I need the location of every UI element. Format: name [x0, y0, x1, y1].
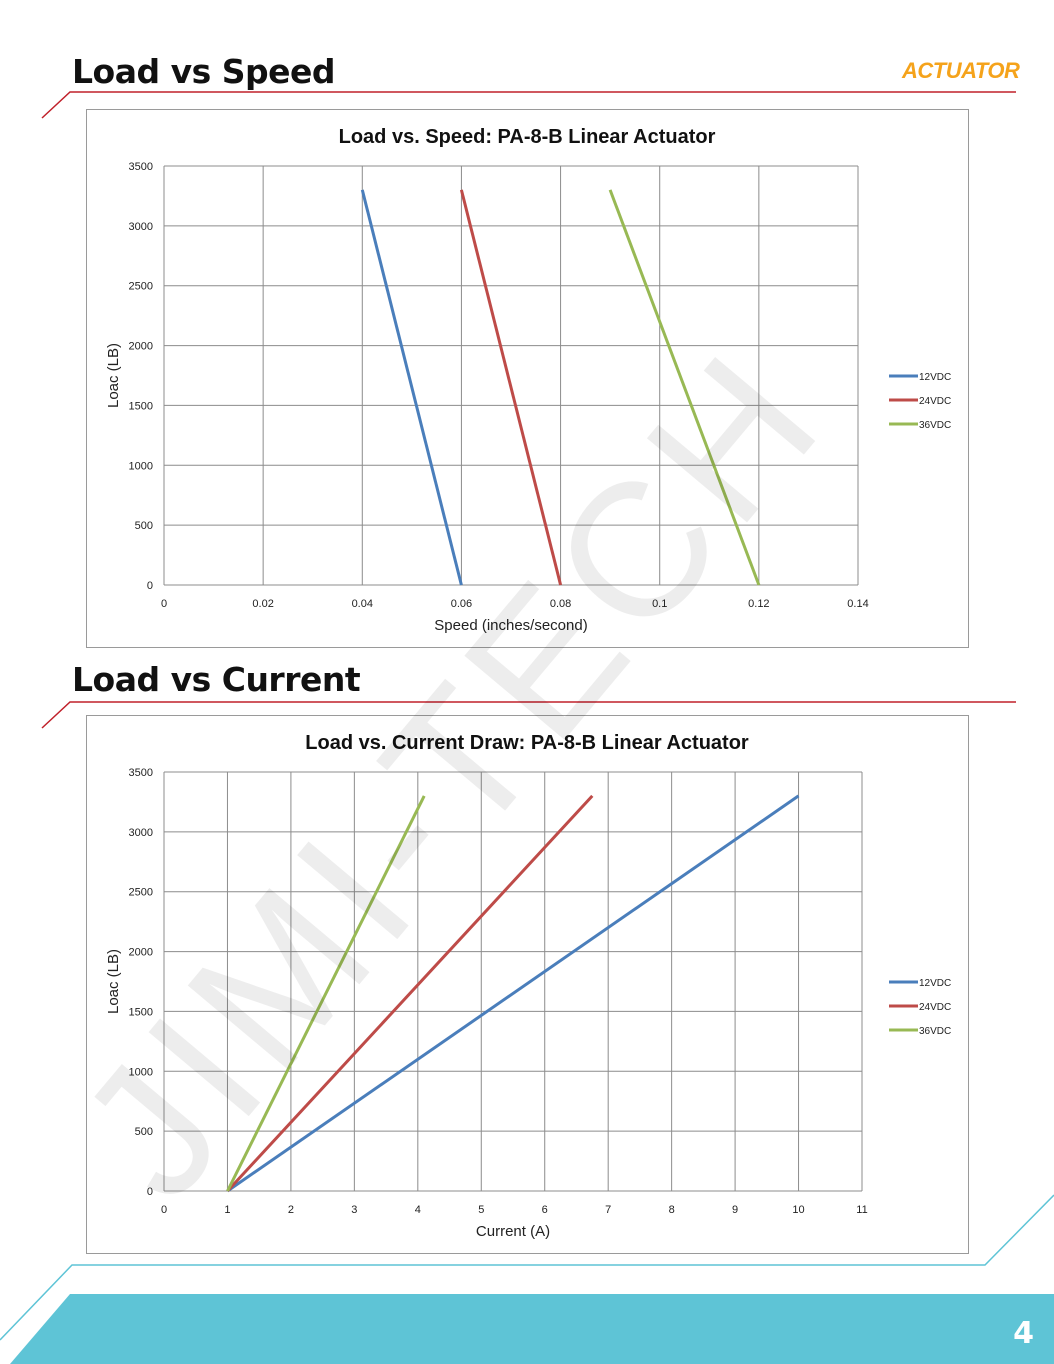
series-line-12VDC [360, 189, 463, 586]
y-tick-label: 1500 [129, 1006, 153, 1018]
chart-speed: 0 0.02 0.04 0.06 0.08 0.1 0.12 0.14 0 500 1000 1500… [105, 126, 951, 634]
legend-label: 24VDC [919, 1002, 951, 1013]
x-tick-label: 0.12 [748, 598, 769, 610]
series-line-24VDC [226, 794, 594, 1193]
y-tick-label: 2000 [129, 341, 153, 353]
series-line-24VDC [459, 189, 563, 586]
x-tick-label: 11 [856, 1204, 867, 1216]
y-tick-label: 0 [147, 580, 153, 592]
y-tick-label: 3500 [129, 767, 153, 779]
x-tick-label: 0.08 [550, 598, 571, 610]
legend-label: 24VDC [919, 396, 951, 407]
x-tick-label: 10 [792, 1204, 804, 1216]
y-tick-label: 500 [135, 520, 153, 532]
series-line-36VDC [226, 795, 426, 1192]
x-tick-label: 4 [415, 1204, 421, 1216]
x-tick-label: 1 [224, 1204, 230, 1216]
footer-fill [10, 1294, 1054, 1364]
x-tick-label: 0 [161, 1204, 167, 1216]
brand-logo: ACTUATOR [902, 58, 1020, 83]
top-rule [41, 91, 1016, 119]
legend-label: 12VDC [919, 372, 951, 383]
y-tick-label: 1000 [129, 1066, 153, 1078]
series-line-36VDC [608, 189, 761, 586]
y-tick-label: 2500 [129, 281, 153, 293]
x-tick-label: 7 [605, 1204, 611, 1216]
y-tick-label: 3000 [129, 221, 153, 233]
y-axis-label: Loac (LB) [105, 343, 122, 408]
x-tick-label: 3 [351, 1204, 357, 1216]
y-tick-label: 2500 [129, 887, 153, 899]
chart-current: 0 1 2 3 4 5 6 7 8 9 10 11 0 500 1000 1500 2000 2500 3000 35… [105, 732, 951, 1240]
x-tick-label: 2 [288, 1204, 294, 1216]
y-axis-label: Loac (LB) [105, 949, 122, 1014]
x-axis-label: Current (A) [476, 1223, 550, 1240]
chart-title: Load vs. Current Draw: PA-8-B Linear Act… [305, 732, 749, 754]
footer-line [0, 1194, 1054, 1341]
legend-label: 36VDC [919, 1026, 951, 1037]
series-line-12VDC [226, 794, 800, 1193]
y-tick-label: 0 [147, 1186, 153, 1198]
chart-frame-speed: 0 0.02 0.04 0.06 0.08 0.1 0.12 0.14 0 500 1000 1500… [86, 109, 969, 648]
x-tick-label: 0.14 [847, 598, 868, 610]
page-number: 4 [1013, 1316, 1034, 1351]
y-tick-label: 3000 [129, 827, 153, 839]
x-axis-label: Speed (inches/second) [434, 617, 587, 634]
section-title-current: Load vs Current [72, 660, 361, 699]
y-tick-label: 2000 [129, 947, 153, 959]
x-tick-label: 5 [478, 1204, 484, 1216]
section-title-speed: Load vs Speed [72, 52, 336, 91]
y-tick-label: 3500 [129, 161, 153, 173]
y-tick-label: 500 [135, 1126, 153, 1138]
x-tick-label: 0.06 [451, 598, 472, 610]
legend-label: 36VDC [919, 420, 951, 431]
y-tick-label: 1000 [129, 460, 153, 472]
x-tick-label: 9 [732, 1204, 738, 1216]
x-tick-label: 8 [669, 1204, 675, 1216]
chart-frame-current: 0 1 2 3 4 5 6 7 8 9 10 11 0 500 1000 1500 2000 2500 3000 35… [86, 715, 969, 1254]
x-tick-label: 0.1 [652, 598, 667, 610]
x-tick-label: 0.04 [352, 598, 373, 610]
x-tick-label: 0.02 [252, 598, 273, 610]
chart-title: Load vs. Speed: PA-8-B Linear Actuator [339, 126, 716, 148]
x-tick-label: 6 [542, 1204, 548, 1216]
legend-label: 12VDC [919, 978, 951, 989]
middle-rule [41, 701, 1016, 729]
y-tick-label: 1500 [129, 400, 153, 412]
x-tick-label: 0 [161, 598, 167, 610]
